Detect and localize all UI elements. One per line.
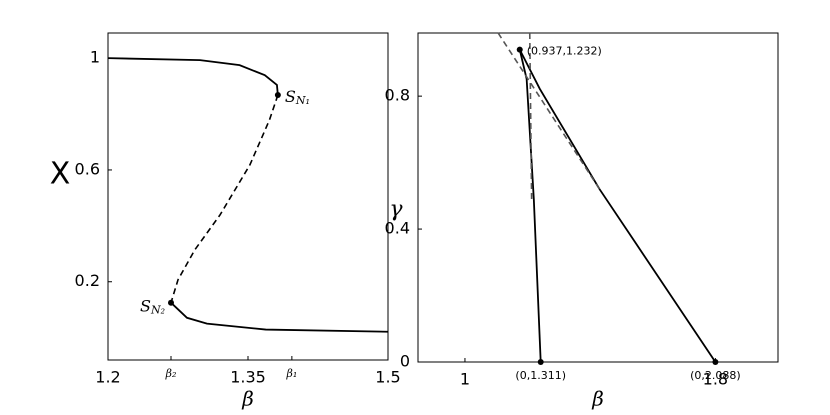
- curve: [518, 49, 717, 363]
- curve: [170, 302, 389, 333]
- point: [537, 359, 544, 365]
- x-tick-label: 1.35: [230, 368, 266, 387]
- point-label: (0.937,1.232): [527, 45, 602, 58]
- point-label: (0,1.311): [515, 369, 566, 382]
- curve: [528, 32, 533, 200]
- x-tick-label: β₂: [165, 367, 177, 380]
- x-tick-label: 1: [460, 370, 470, 389]
- curve: [518, 49, 542, 363]
- label-main: (0,1.311): [515, 369, 566, 382]
- x-tick-label: 1.8: [703, 370, 728, 389]
- y-tick-label: 0: [400, 352, 410, 371]
- y-tick-label: 1: [90, 48, 100, 67]
- y-tick-label: 0.2: [75, 271, 100, 290]
- point: [712, 359, 719, 365]
- y-axis-label: X: [50, 157, 71, 192]
- point-label: (0,2.088): [690, 369, 741, 382]
- curve: [107, 57, 279, 96]
- label-main: (0.937,1.232): [527, 45, 602, 58]
- y-tick-label: 0.4: [385, 219, 410, 238]
- label-main: (0,2.088): [690, 369, 741, 382]
- x-tick-label: 1.5: [375, 368, 400, 387]
- y-tick-label: 0.6: [75, 159, 100, 178]
- label-main: S: [140, 296, 151, 315]
- label-sub: N₁: [295, 94, 310, 107]
- label-main: S: [285, 87, 296, 106]
- x-axis-label: β: [591, 387, 604, 411]
- label-sub: N₂: [150, 304, 165, 317]
- curve: [170, 94, 279, 303]
- x-axis-label: β: [241, 387, 254, 411]
- curve: [497, 32, 601, 190]
- x-tick-label: 1.2: [95, 368, 120, 387]
- point-label: SN₁: [285, 87, 310, 108]
- plot-frame: [417, 32, 779, 363]
- y-tick-label: 0.8: [385, 86, 410, 105]
- point: [274, 92, 281, 99]
- point-label: SN₂: [140, 296, 165, 317]
- point: [516, 46, 523, 53]
- x-tick-label: β₁: [285, 367, 297, 380]
- point: [168, 299, 174, 306]
- y-axis-label: γ: [389, 197, 403, 222]
